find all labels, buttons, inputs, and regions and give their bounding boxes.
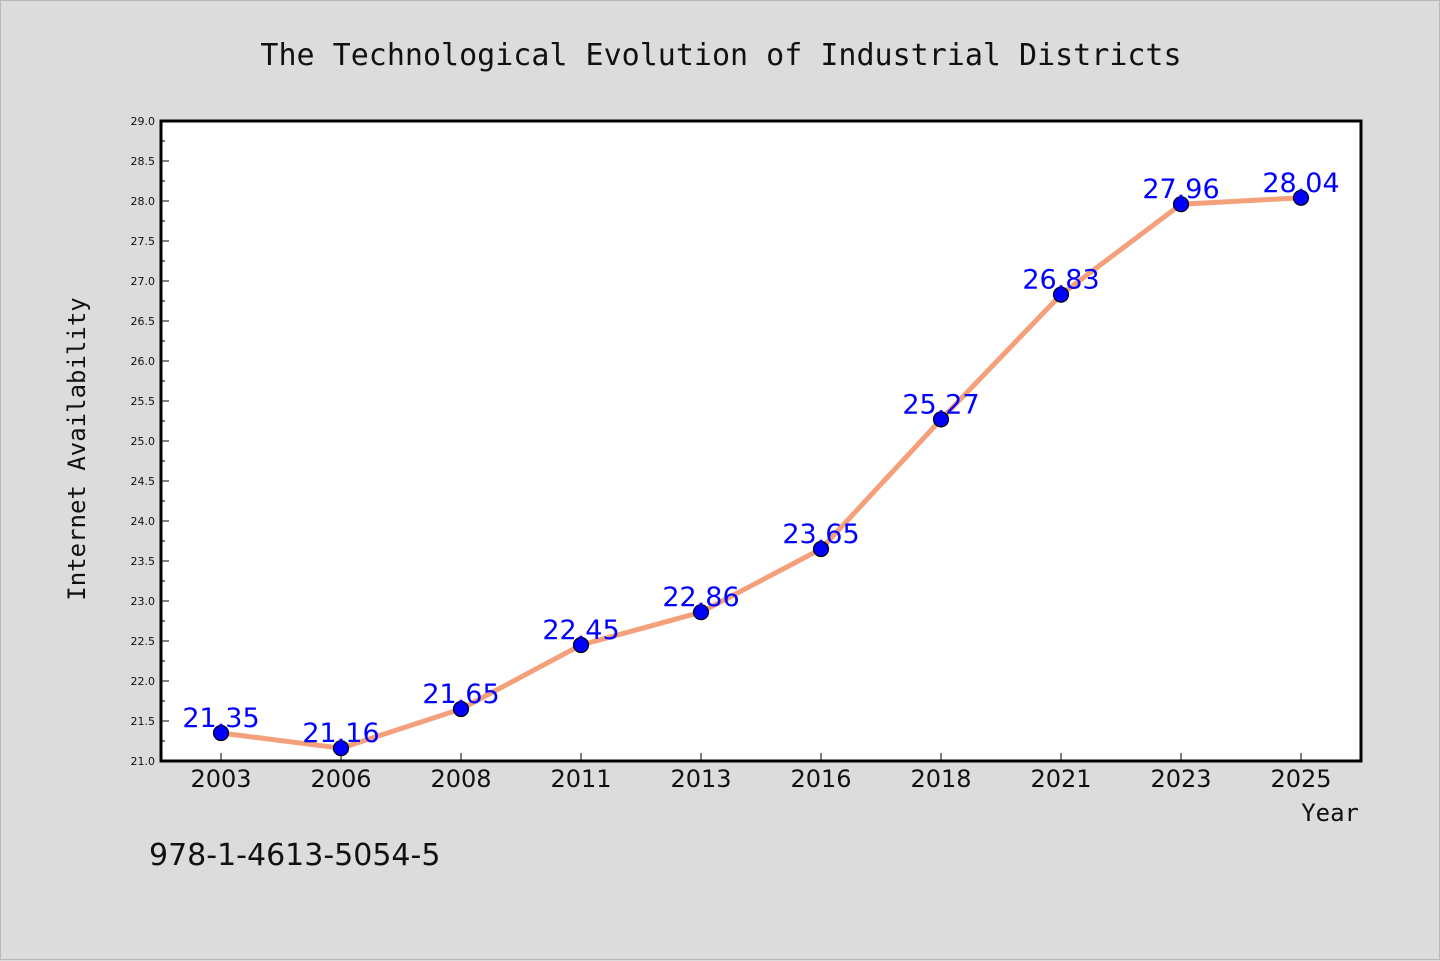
x-tick-label: 2011 (550, 765, 611, 793)
plot-frame (159, 119, 1363, 763)
data-point (1052, 286, 1070, 303)
data-label: 27.96 (1142, 174, 1219, 205)
y-tick-label: 23.0 (131, 595, 156, 608)
chart-title: The Technological Evolution of Industria… (260, 38, 1181, 73)
data-labels-layer: 21.35 21.16 21.65 22.45 22.86 23.65 25.27 26.83… (182, 168, 1339, 749)
y-tick-label: 25.0 (131, 435, 156, 448)
y-tick-label: 26.5 (131, 315, 156, 328)
data-label: 26.83 (1022, 265, 1099, 296)
x-tick-label: 2021 (1030, 765, 1091, 793)
data-point (572, 636, 590, 654)
y-tick-label: 21.0 (131, 755, 156, 768)
x-axis-title: Year (1301, 799, 1359, 827)
x-tick-label: 2023 (1150, 765, 1211, 793)
y-axis-ticks: 21.0 21.5 22.0 22.5 23.0 23.5 24.0 24.5 25.0 25.5… (131, 115, 169, 768)
y-tick-label: 22.0 (131, 675, 156, 688)
isbn-annotation: 978-1-4613-5054-5 (149, 838, 440, 873)
x-axis-ticks: 2003 2006 2008 2011 2013 2016 2018 2021 2023 2025 (190, 753, 1332, 793)
y-tick-label: 24.0 (131, 515, 156, 528)
data-label: 25.27 (902, 389, 979, 420)
x-tick-label: 2003 (190, 765, 251, 793)
data-point (692, 604, 710, 621)
data-point (1172, 196, 1190, 213)
x-tick-label: 2025 (1270, 765, 1331, 793)
data-label: 28.04 (1262, 168, 1339, 199)
x-tick-label: 2008 (430, 765, 491, 793)
plot-area (161, 121, 1361, 761)
data-label: 22.45 (542, 615, 619, 646)
data-point (1292, 189, 1310, 206)
data-label: 23.65 (782, 519, 859, 550)
data-label: 21.16 (302, 718, 379, 749)
data-label: 22.86 (662, 582, 739, 613)
y-tick-label: 21.5 (131, 715, 156, 728)
data-point (332, 740, 350, 757)
y-tick-label: 25.5 (131, 395, 156, 408)
series-line (218, 195, 1304, 751)
data-label: 21.65 (422, 679, 499, 710)
x-tick-label: 2013 (670, 765, 731, 793)
data-point (812, 540, 830, 558)
y-tick-label: 23.5 (131, 555, 156, 568)
y-tick-label: 22.5 (131, 635, 156, 648)
series-layer (212, 189, 1310, 757)
y-axis-title: Internet Availability (63, 297, 91, 600)
data-point (452, 700, 470, 718)
y-tick-label: 28.0 (131, 195, 156, 208)
y-tick-label: 28.5 (131, 155, 156, 168)
x-tick-label: 2016 (790, 765, 851, 793)
data-point (932, 411, 950, 428)
y-tick-label: 24.5 (131, 475, 156, 488)
y-tick-label: 26.0 (131, 355, 156, 368)
x-tick-label: 2018 (910, 765, 971, 793)
data-point (212, 724, 230, 742)
data-label: 21.35 (182, 703, 259, 734)
y-tick-label: 27.5 (131, 235, 156, 248)
x-tick-label: 2006 (310, 765, 371, 793)
y-tick-label: 27.0 (131, 275, 156, 288)
y-tick-label: 29.0 (131, 115, 156, 128)
